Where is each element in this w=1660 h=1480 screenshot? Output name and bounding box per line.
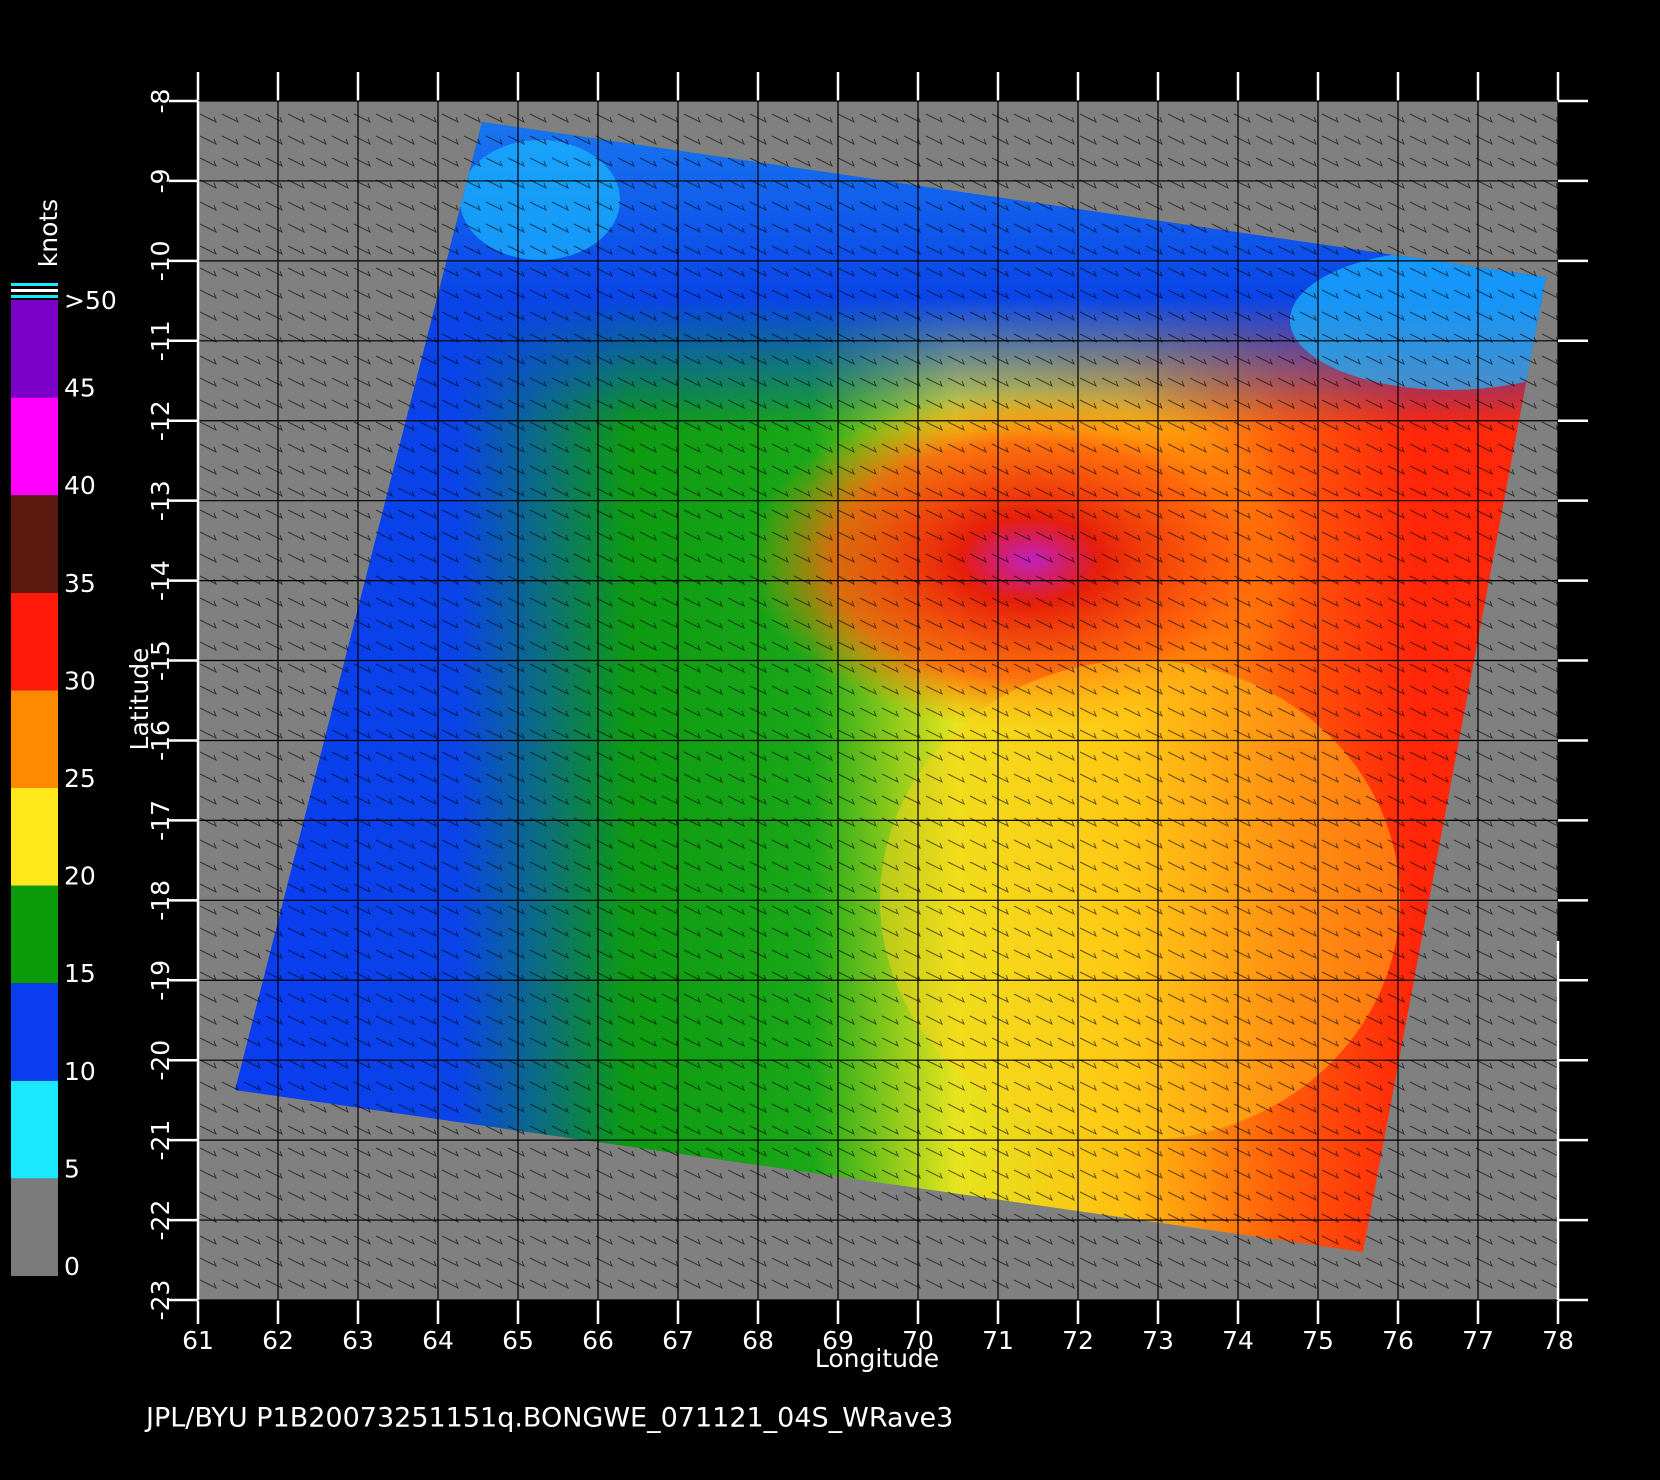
plot-area (198, 101, 1558, 1300)
colorbar-top (11, 283, 58, 298)
y-tick-label: -17 (146, 800, 175, 841)
colorbar-segment (11, 690, 58, 788)
wind-barbs (198, 101, 1558, 1300)
y-tick-label: -21 (146, 1120, 175, 1161)
colorbar-segment (11, 1178, 58, 1276)
y-tick-label: -8 (146, 89, 175, 114)
y-tick-label: -23 (146, 1280, 175, 1321)
y-tick-label: -22 (146, 1200, 175, 1241)
colorbar-label: 45 (64, 374, 96, 403)
colorbar-segment (11, 983, 58, 1081)
colorbar-label: 15 (64, 959, 96, 988)
colorbar-segment (11, 592, 58, 691)
x-tick-label: 73 (1142, 1326, 1174, 1355)
y-tick-label: -20 (146, 1040, 175, 1081)
colorbar-label: 5 (64, 1154, 80, 1183)
x-tick-label: 71 (982, 1326, 1014, 1355)
x-tick-label: 62 (262, 1326, 294, 1355)
colorbar-label: 35 (64, 569, 96, 598)
colorbar-segment (11, 788, 58, 886)
x-tick-label: 76 (1382, 1326, 1414, 1355)
colorbar: 0 5 10 15 20 25 30 35 40 >50 45 (11, 286, 117, 1281)
x-tick-label: 67 (662, 1326, 694, 1355)
y-tick-label: -14 (146, 560, 175, 601)
colorbar-label: 40 (64, 471, 96, 500)
y-tick-label: -19 (146, 960, 175, 1001)
colorbar-segment (11, 885, 58, 984)
y-tick-label: -13 (146, 480, 175, 521)
x-tick-label: 70 (902, 1326, 934, 1355)
x-tick-label: 61 (182, 1326, 214, 1355)
x-tick-label: 63 (342, 1326, 374, 1355)
colorbar-label: 20 (64, 862, 96, 891)
x-tick-label: 69 (822, 1326, 854, 1355)
colorbar-title: knots (34, 199, 63, 267)
x-tick-label: 65 (502, 1326, 534, 1355)
y-tick-label: -18 (146, 880, 175, 921)
axes: 61 62 63 64 65 66 67 68 69 70 71 72 73 74 75 76 77 78 -8 -9… (146, 72, 1588, 1355)
x-tick-label: 75 (1302, 1326, 1334, 1355)
x-tick-label: 68 (742, 1326, 774, 1355)
x-tick-label: 78 (1542, 1326, 1574, 1355)
colorbar-segment (11, 397, 58, 496)
x-tick-label: 77 (1462, 1326, 1494, 1355)
y-tick-label: -12 (146, 400, 175, 441)
colorbar-segment (11, 1080, 58, 1179)
x-tick-label: 74 (1222, 1326, 1254, 1355)
colorbar-label: 30 (64, 666, 96, 695)
colorbar-label: 0 (64, 1252, 80, 1281)
colorbar-label: >50 (64, 286, 117, 315)
colorbar-segment (11, 495, 58, 593)
y-tick-label: -11 (146, 320, 175, 361)
x-axis-label: Longitude (815, 1344, 939, 1373)
x-tick-label: 64 (422, 1326, 454, 1355)
y-tick-label: -15 (146, 640, 175, 681)
colorbar-segment (11, 300, 58, 398)
colorbar-label: 25 (64, 764, 96, 793)
x-tick-label: 72 (1062, 1326, 1094, 1355)
y-tick-label: -9 (146, 168, 175, 193)
y-axis-label: Latitude (125, 648, 154, 751)
y-tick-label: -16 (146, 720, 175, 761)
colorbar-label: 10 (64, 1057, 96, 1086)
footer: JPL/BYU P1B20073251151q.BONGWE_071121_04… (144, 1403, 953, 1434)
y-tick-label: -10 (146, 240, 175, 281)
x-tick-label: 66 (582, 1326, 614, 1355)
